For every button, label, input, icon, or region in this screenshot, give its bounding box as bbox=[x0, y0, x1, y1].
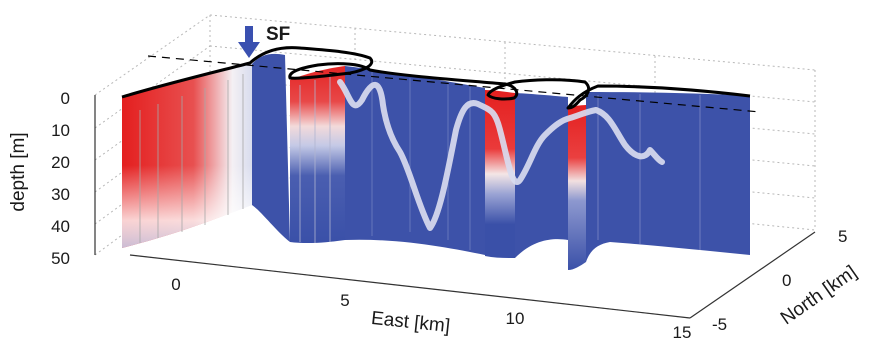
section-blue-2 bbox=[345, 66, 485, 255]
section-b bbox=[290, 66, 345, 244]
depth-tick-50: 50 bbox=[51, 249, 70, 268]
east-tick-15: 15 bbox=[673, 323, 692, 340]
ship-track bbox=[337, 79, 665, 231]
depth-tick-20: 20 bbox=[51, 153, 70, 172]
north-tick-minus5: -5 bbox=[712, 315, 727, 334]
depth-tick-30: 30 bbox=[51, 185, 70, 204]
north-ticks: -5 0 5 bbox=[712, 227, 847, 334]
section-blue-1 bbox=[252, 53, 290, 242]
east-axis-label: East [km] bbox=[370, 308, 451, 337]
depth-tick-0: 0 bbox=[61, 89, 70, 108]
depth-axis-label: depth [m] bbox=[8, 132, 29, 211]
depth-ticks: 0 10 20 30 40 50 bbox=[51, 89, 70, 268]
depth-tick-40: 40 bbox=[51, 217, 70, 236]
north-tick-0: 0 bbox=[782, 271, 791, 290]
sf-arrow-icon bbox=[238, 26, 260, 58]
north-tick-5: 5 bbox=[838, 227, 847, 246]
axis-lines bbox=[94, 95, 816, 319]
east-tick-5: 5 bbox=[340, 291, 349, 310]
east-tick-10: 10 bbox=[506, 309, 525, 328]
sf-label: SF bbox=[266, 24, 290, 45]
east-ticks: 0 5 10 15 bbox=[171, 275, 691, 340]
section-blue-4 bbox=[586, 92, 750, 262]
section-blue-3 bbox=[515, 93, 568, 258]
coastline bbox=[121, 46, 751, 110]
section-d bbox=[568, 105, 586, 270]
section-c bbox=[485, 90, 515, 258]
reference-dashed-line bbox=[147, 55, 761, 113]
depth-tick-10: 10 bbox=[51, 121, 70, 140]
section-a bbox=[122, 64, 252, 248]
east-tick-0: 0 bbox=[171, 275, 180, 294]
